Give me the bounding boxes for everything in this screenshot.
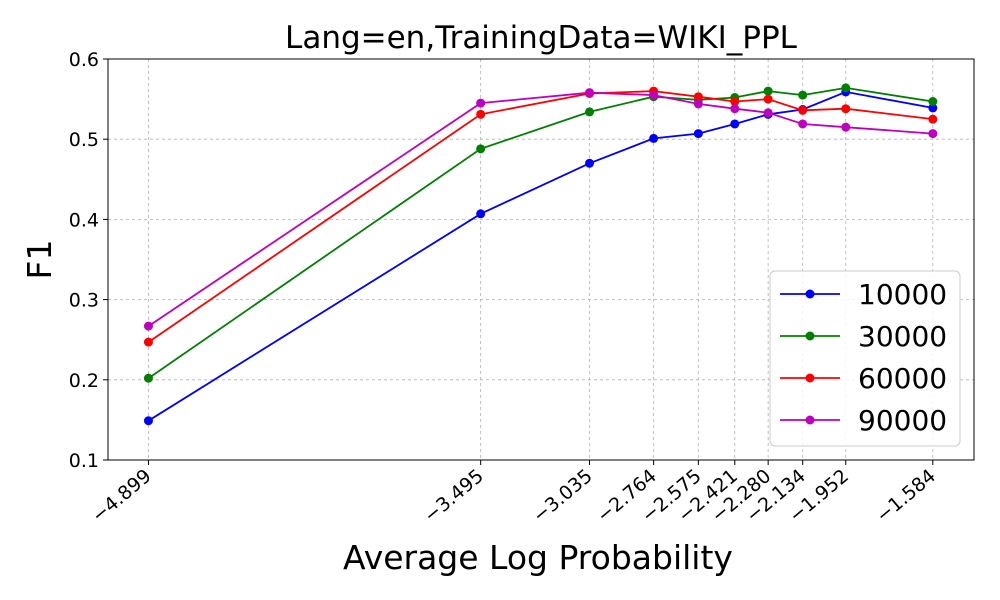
data-point — [476, 209, 486, 219]
x-tick-label: −1.584 — [872, 465, 940, 527]
y-axis-title: F1 — [20, 240, 59, 280]
data-point — [730, 104, 740, 114]
y-tick-label: 0.4 — [69, 209, 99, 231]
legend-label: 90000 — [858, 404, 947, 437]
data-point — [693, 92, 703, 102]
y-tick-label: 0.2 — [69, 370, 99, 392]
data-point — [143, 416, 153, 426]
data-point — [730, 119, 740, 129]
data-point — [841, 83, 851, 93]
data-point — [763, 86, 773, 96]
legend-entry: 10000 — [780, 278, 947, 311]
data-point — [763, 94, 773, 104]
data-point — [693, 99, 703, 109]
legend-marker — [805, 373, 815, 383]
series-line — [147, 91, 933, 327]
series-lines — [143, 83, 938, 426]
data-point — [730, 97, 740, 107]
data-point — [585, 88, 595, 98]
data-point — [585, 107, 595, 117]
legend-marker — [805, 331, 815, 341]
legend-label: 10000 — [858, 278, 947, 311]
legend-entry: 60000 — [780, 362, 947, 395]
series-line — [147, 90, 933, 343]
data-point — [476, 144, 486, 154]
y-tick-label: 0.3 — [69, 290, 99, 312]
x-tick-label: −4.899 — [88, 465, 156, 527]
y-tick-label: 0.5 — [69, 129, 99, 151]
data-point — [928, 103, 938, 113]
series-60000 — [143, 86, 938, 347]
legend-label: 60000 — [858, 362, 947, 395]
data-point — [649, 133, 659, 143]
data-point — [928, 114, 938, 124]
data-point — [649, 90, 659, 100]
data-point — [763, 108, 773, 118]
data-point — [476, 109, 486, 119]
legend-entry: 90000 — [780, 404, 947, 437]
chart-title: Lang=en,TrainingData=WIKI_PPL — [285, 20, 798, 56]
data-point — [693, 129, 703, 139]
x-tick-label: −3.035 — [529, 465, 597, 527]
data-point — [585, 158, 595, 168]
legend-label: 30000 — [858, 320, 947, 353]
data-point — [476, 98, 486, 108]
legend-marker — [805, 415, 815, 425]
legend: 10000 30000 60000 90000 — [769, 270, 961, 447]
x-axis-title: Average Log Probability — [343, 538, 733, 577]
data-point — [143, 321, 153, 331]
legend-entry: 30000 — [780, 320, 947, 353]
data-point — [798, 90, 808, 100]
data-point — [841, 104, 851, 114]
y-tick-label: 0.6 — [69, 49, 99, 71]
y-tick-label: 0.1 — [69, 450, 99, 472]
data-point — [928, 129, 938, 139]
plot-frame — [107, 58, 975, 461]
data-point — [841, 122, 851, 132]
data-point — [928, 97, 938, 107]
data-point — [798, 105, 808, 115]
x-tick-label: −3.495 — [420, 465, 488, 527]
data-point — [143, 373, 153, 383]
data-point — [798, 119, 808, 129]
series-90000 — [143, 88, 938, 331]
data-point — [143, 337, 153, 347]
series-line — [148, 90, 933, 422]
legend-marker — [805, 289, 815, 299]
legend-box — [769, 270, 961, 447]
